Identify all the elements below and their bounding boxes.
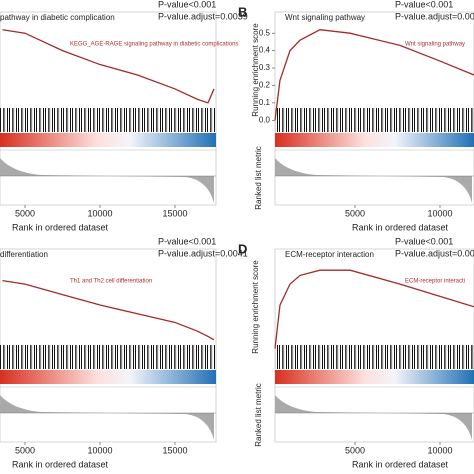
y-tick-label: 0.2: [259, 81, 271, 90]
ranked-metric: [0, 158, 214, 203]
rank-heatmap: [275, 133, 474, 147]
p-adjust: P-value.adjust=0.0040: [395, 248, 474, 258]
y2-axis-label: Ranked list metric: [254, 383, 263, 447]
x-tick-label: 15000: [162, 445, 187, 455]
curve-annotation: Wnt signaling pathway: [405, 42, 465, 48]
p-value: P-value<0.001: [158, 236, 216, 246]
gene-set-title: pathway in diabetic complication: [0, 13, 115, 22]
x-tick-label: 15000: [162, 208, 187, 218]
y-tick-label: 0.0: [259, 115, 271, 124]
p-value: P-value<0.001: [158, 0, 216, 9]
enrichment-line: [274, 269, 474, 349]
p-adjust: P-value.adjust=0.0039: [158, 11, 248, 21]
rank-heatmap: [0, 133, 216, 147]
x-tick-label: 5000: [345, 208, 365, 218]
panel-label: D: [238, 241, 247, 256]
x-axis-label: Rank in ordered dataset: [352, 459, 449, 469]
rank-heatmap: [0, 370, 216, 384]
x-tick-label: 10000: [87, 208, 112, 218]
ranked-metric: [275, 395, 472, 440]
curve-annotation: KEGG_AGE-RAGE signaling pathway in diabe…: [70, 42, 238, 48]
hit-barcode: [275, 108, 474, 132]
x-tick-label: 10000: [87, 445, 112, 455]
p-adjust: P-value.adjust=0.0040: [395, 11, 474, 21]
p-adjust: P-value.adjust=0.0041: [158, 248, 248, 258]
p-value: P-value<0.001: [395, 236, 453, 246]
y2-axis-label: Ranked list metric: [254, 146, 263, 210]
hit-barcode: [0, 345, 216, 369]
enrichment-line: [2, 29, 215, 104]
y-tick-label: 0.1: [259, 98, 271, 107]
x-tick-label: 10000: [427, 208, 452, 218]
x-axis-label: Rank in ordered dataset: [352, 222, 449, 232]
p-value: P-value<0.001: [395, 0, 453, 9]
curve-annotation: ECM-receptor interacti: [405, 279, 465, 285]
enrichment-line: [274, 29, 474, 121]
rank-heatmap: [275, 370, 474, 384]
gene-set-title: ECM-receptor interaction: [285, 250, 374, 259]
hit-barcode: [275, 345, 474, 369]
y-axis-label: Running enrichment score: [251, 260, 260, 354]
x-tick-label: 5000: [15, 208, 35, 218]
y-axis-label: Running enrichment score: [251, 23, 260, 117]
gene-set-title: Wnt signaling pathway: [285, 13, 365, 22]
enrichment-line: [2, 280, 215, 341]
curve-annotation: Th1 and Th2 cell differentiation: [70, 279, 152, 285]
hit-barcode: [0, 108, 216, 132]
x-tick-label: 5000: [15, 445, 35, 455]
x-axis-label: Rank in ordered dataset: [12, 459, 109, 469]
y-tick-label: 0.4: [259, 46, 271, 55]
ranked-metric: [275, 158, 472, 203]
panel-label: B: [238, 4, 247, 19]
x-axis-label: Rank in ordered dataset: [12, 222, 109, 232]
y-tick-label: 0.3: [259, 63, 271, 72]
y-tick-label: 0.5: [259, 28, 271, 37]
ranked-metric: [0, 395, 214, 440]
x-tick-label: 10000: [427, 445, 452, 455]
x-tick-label: 5000: [345, 445, 365, 455]
gene-set-title: differentiation: [0, 250, 48, 259]
